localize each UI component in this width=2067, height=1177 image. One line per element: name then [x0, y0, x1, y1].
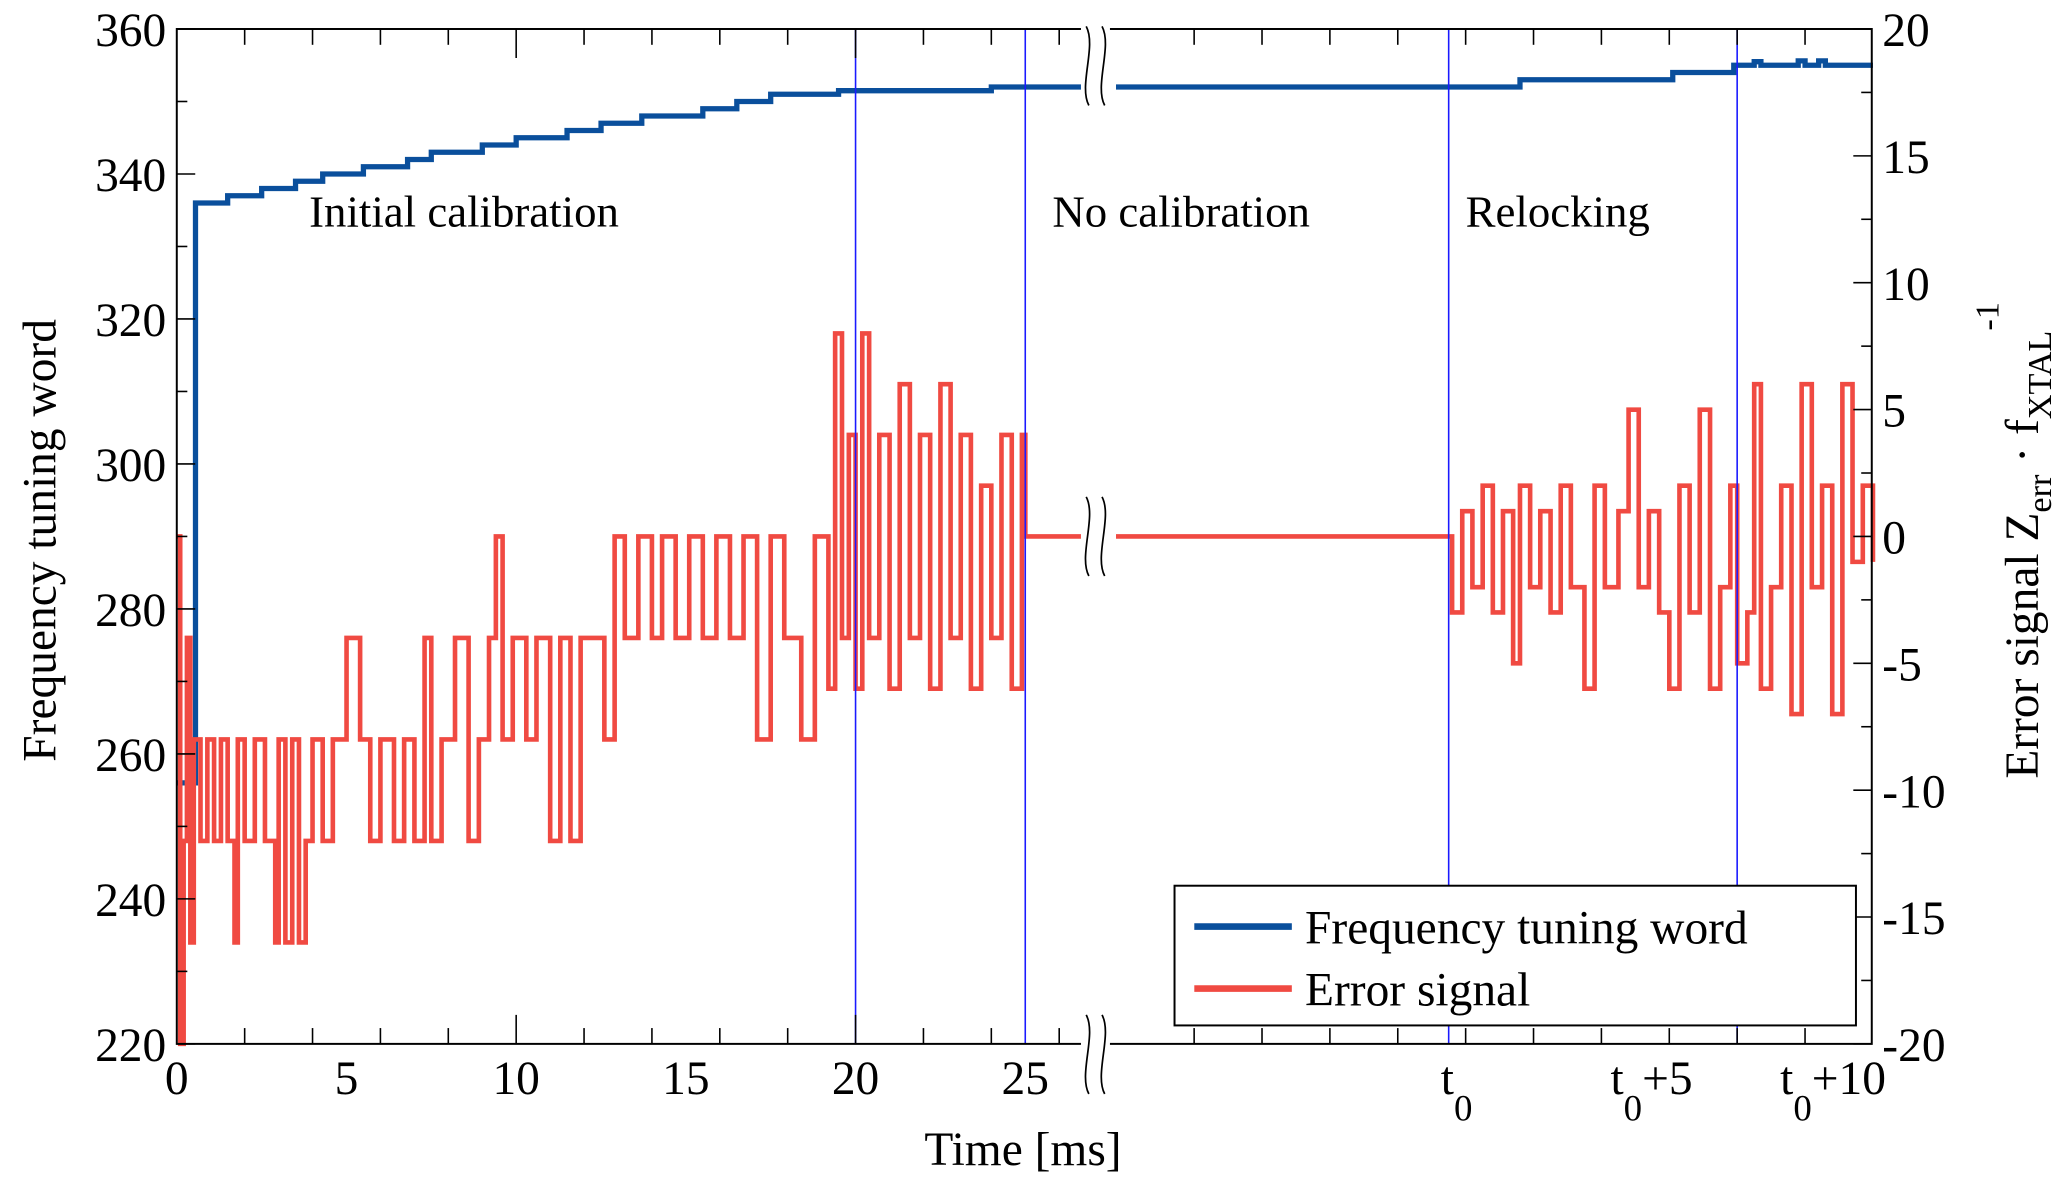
y-left-tick-label: 300 — [95, 440, 166, 492]
y-left-tick-label: 320 — [95, 295, 166, 347]
x-tick-label-base: t — [1780, 1053, 1793, 1105]
y-axis-right-title: Error signal Zerr · fXTAL -1 — [1968, 302, 2059, 779]
annotation-label: No calibration — [1052, 187, 1310, 237]
y-right-tick-label: -10 — [1882, 766, 1945, 818]
break-mark — [1100, 496, 1107, 577]
axis-break — [1080, 25, 1110, 1095]
legend-box — [1173, 884, 1857, 1027]
series-error-segment-1 — [1116, 381, 1876, 717]
y-right-tick-label: 5 — [1882, 386, 1906, 438]
series-ftw-segment-1 — [1116, 58, 1873, 90]
y-right-title-sub1: err — [2021, 474, 2059, 513]
x-tick-label-suffix: +5 — [1642, 1053, 1692, 1105]
tick-layer: 220 240 260 280 300 320 340 360 -20 -15 -10 -5 0 5 10 1… — [95, 5, 1945, 1128]
y-right-tick-label: 0 — [1882, 513, 1906, 565]
y-left-tick-label: 240 — [95, 875, 166, 927]
y-right-tick-label: -15 — [1882, 893, 1945, 945]
legend-label-ftw: Frequency tuning word — [1305, 903, 1748, 955]
x-tick-label-sub: 0 — [1624, 1087, 1642, 1128]
break-mark — [1100, 1014, 1107, 1095]
x-tick-label: 20 — [832, 1053, 879, 1105]
series-layer — [176, 58, 1876, 1047]
y-right-title-main: Error signal Z — [1997, 513, 2049, 779]
annotation-label: Initial calibration — [309, 187, 619, 237]
marker-layer — [854, 28, 1738, 1044]
x-tick-label: t0+5 — [1610, 1053, 1692, 1128]
series-ftw-segment-0 — [176, 84, 1094, 786]
y-left-tick-label: 280 — [95, 585, 166, 637]
y-right-title-sup: -1 — [1968, 302, 2006, 331]
x-tick-label: 15 — [662, 1053, 709, 1105]
break-mark — [1084, 25, 1091, 106]
break-mark — [1084, 496, 1091, 577]
break-mark — [1084, 1014, 1091, 1095]
x-tick-label-suffix: +10 — [1812, 1053, 1886, 1105]
y-right-tick-label: 20 — [1882, 5, 1929, 57]
y-left-tick-label: 260 — [95, 730, 166, 782]
x-tick-label: t0 — [1441, 1053, 1473, 1128]
x-axis-title: Time [ms] — [924, 1124, 1121, 1176]
x-tick-label: 5 — [335, 1053, 359, 1105]
annotations: Initial calibration No calibration Relocki… — [309, 187, 1650, 237]
x-tick-label: t0+10 — [1780, 1053, 1886, 1128]
y-left-tick-label: 360 — [95, 5, 166, 57]
y-right-tick-label: -20 — [1882, 1020, 1945, 1072]
y-left-tick-label: 340 — [95, 150, 166, 202]
series-error-segment-0 — [176, 331, 1094, 1047]
x-tick-label-base: t — [1441, 1053, 1454, 1105]
annotation-label: Relocking — [1466, 187, 1650, 237]
x-tick-label-base: t — [1610, 1053, 1623, 1105]
y-right-tick-label: 15 — [1882, 132, 1929, 184]
x-tick-label: 0 — [165, 1053, 189, 1105]
y-right-tick-label: -5 — [1882, 639, 1922, 691]
legend-label-error: Error signal — [1305, 965, 1530, 1017]
x-tick-label-sub: 0 — [1454, 1087, 1472, 1128]
legend: Frequency tuning word Error signal — [1173, 884, 1857, 1027]
break-mark — [1100, 25, 1107, 106]
y-right-tick-label: 10 — [1882, 259, 1929, 311]
x-tick-label-sub: 0 — [1793, 1087, 1811, 1128]
y-left-tick-label: 220 — [95, 1020, 166, 1072]
y-right-title-mid: · f — [1997, 419, 2049, 475]
y-right-title-sub2: XTAL — [2021, 331, 2059, 420]
x-tick-label: 25 — [1002, 1053, 1049, 1105]
y-axis-left-title: Frequency tuning word — [15, 319, 67, 762]
x-tick-label: 10 — [492, 1053, 539, 1105]
